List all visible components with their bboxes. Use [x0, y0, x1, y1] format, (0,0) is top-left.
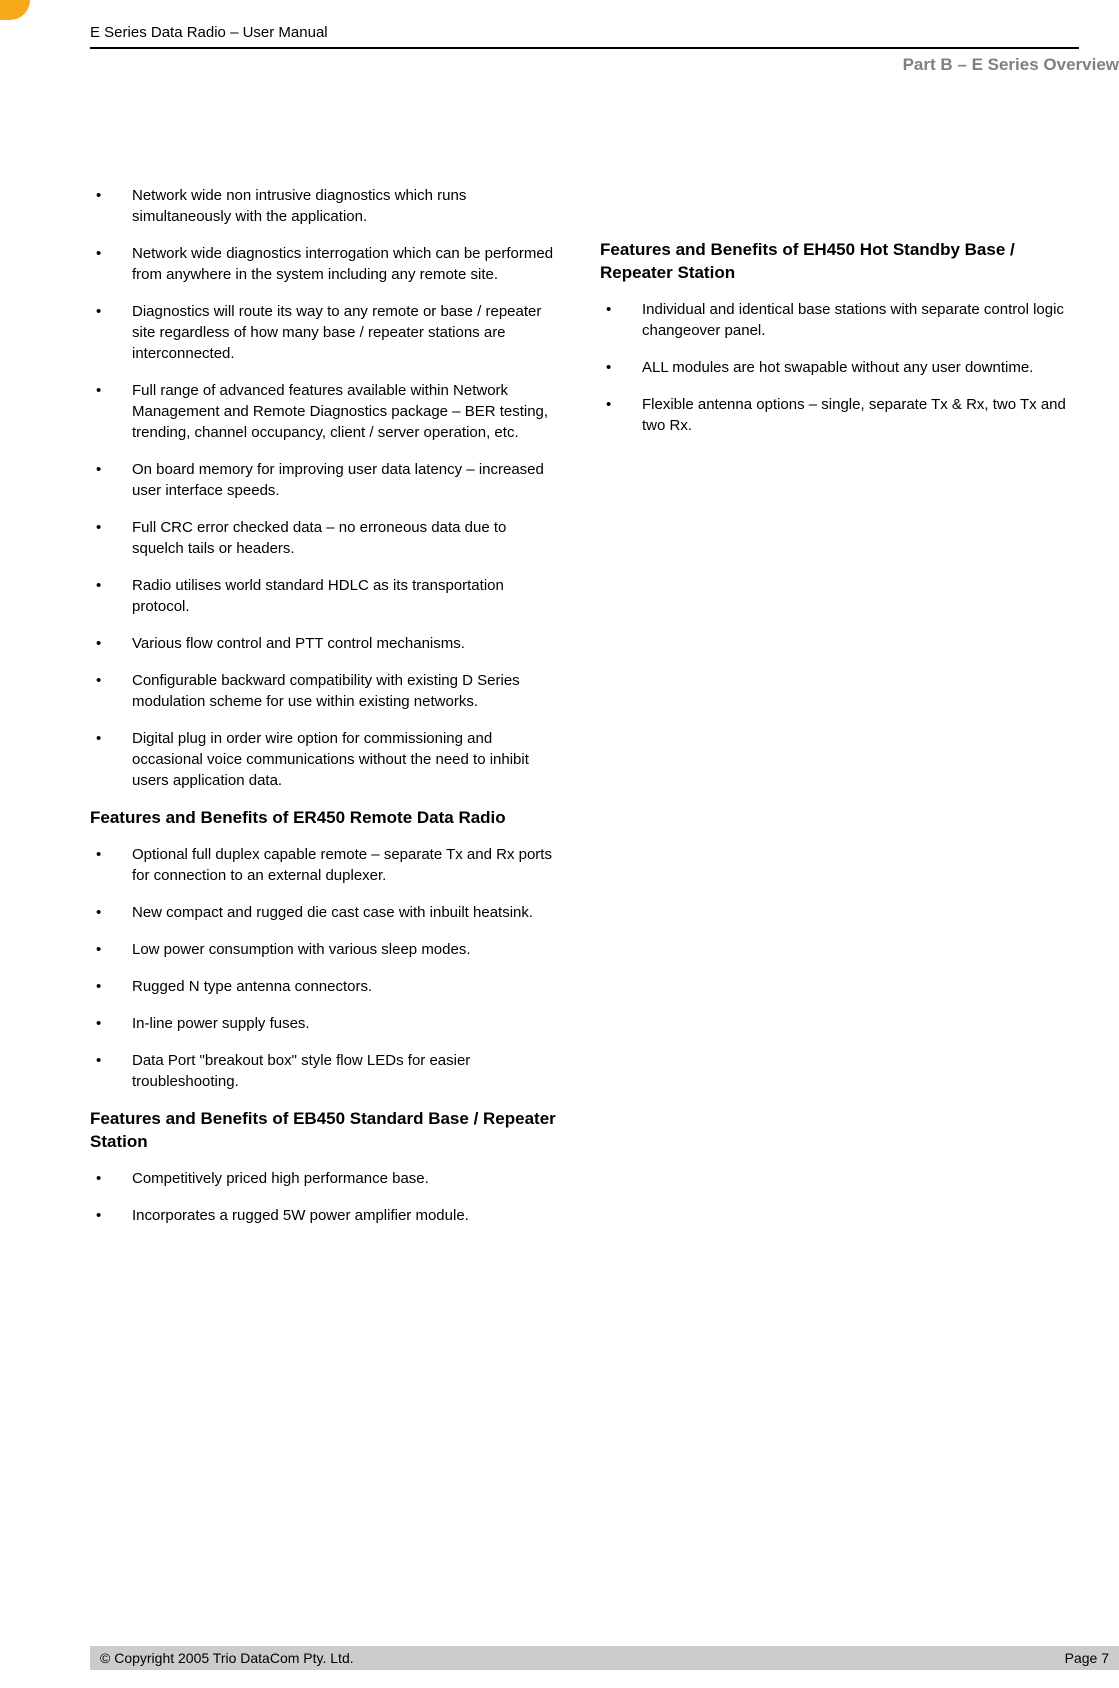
intro-bullet-list: Network wide non intrusive diagnostics w… — [90, 185, 560, 791]
eh450-bullet-list: Individual and identical base stations w… — [600, 299, 1070, 436]
list-item: Diagnostics will route its way to any re… — [90, 301, 560, 364]
list-item: Flexible antenna options – single, separ… — [600, 394, 1070, 436]
list-item: Data Port "breakout box" style flow LEDs… — [90, 1050, 560, 1092]
list-item: In-line power supply fuses. — [90, 1013, 560, 1034]
section-title-er450: Features and Benefits of ER450 Remote Da… — [90, 807, 560, 830]
er450-bullet-list: Optional full duplex capable remote – se… — [90, 844, 560, 1092]
list-item: Rugged N type antenna connectors. — [90, 976, 560, 997]
list-item: On board memory for improving user data … — [90, 459, 560, 501]
right-column: Features and Benefits of EH450 Hot Stand… — [600, 185, 1070, 1242]
list-item: Optional full duplex capable remote – se… — [90, 844, 560, 886]
list-item: Full range of advanced features availabl… — [90, 380, 560, 443]
list-item: ALL modules are hot swapable without any… — [600, 357, 1070, 378]
list-item: Network wide diagnostics interrogation w… — [90, 243, 560, 285]
list-item: Low power consumption with various sleep… — [90, 939, 560, 960]
list-item: Radio utilises world standard HDLC as it… — [90, 575, 560, 617]
list-item: Full CRC error checked data – no erroneo… — [90, 517, 560, 559]
list-item: Incorporates a rugged 5W power amplifier… — [90, 1205, 560, 1226]
eb450-bullet-list: Competitively priced high performance ba… — [90, 1168, 560, 1226]
list-item: Network wide non intrusive diagnostics w… — [90, 185, 560, 227]
doc-title: E Series Data Radio – User Manual — [90, 24, 1079, 49]
list-item: Various flow control and PTT control mec… — [90, 633, 560, 654]
left-column: Network wide non intrusive diagnostics w… — [90, 185, 560, 1242]
page-number: Page 7 — [1065, 1650, 1109, 1666]
list-item: Configurable backward compatibility with… — [90, 670, 560, 712]
section-title-eh450: Features and Benefits of EH450 Hot Stand… — [600, 239, 1070, 285]
page-container: E Series Data Radio – User Manual Part B… — [0, 0, 1119, 1242]
list-item: Individual and identical base stations w… — [600, 299, 1070, 341]
copyright-text: © Copyright 2005 Trio DataCom Pty. Ltd. — [100, 1650, 354, 1666]
footer-bar: © Copyright 2005 Trio DataCom Pty. Ltd. … — [90, 1646, 1119, 1670]
content-columns: Network wide non intrusive diagnostics w… — [0, 185, 1119, 1242]
section-title-eb450: Features and Benefits of EB450 Standard … — [90, 1108, 560, 1154]
list-item: Digital plug in order wire option for co… — [90, 728, 560, 791]
list-item: Competitively priced high performance ba… — [90, 1168, 560, 1189]
list-item: New compact and rugged die cast case wit… — [90, 902, 560, 923]
part-label: Part B – E Series Overview — [0, 55, 1119, 75]
